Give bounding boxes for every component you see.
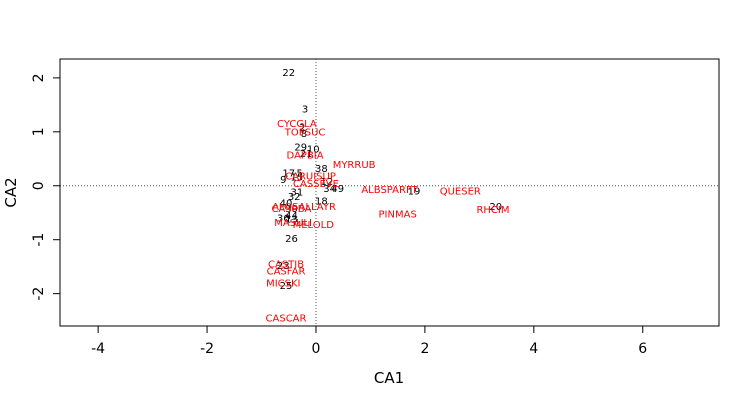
x-tick-label: -2 xyxy=(200,341,214,357)
site-label: 30 xyxy=(285,204,298,215)
site-label: 12 xyxy=(321,177,334,188)
species-label: CASCAR xyxy=(266,313,307,324)
site-label: 22 xyxy=(282,68,295,79)
species-label: PINMAS xyxy=(379,209,417,220)
site-label: 21 xyxy=(300,149,313,160)
site-label: 31 xyxy=(291,188,304,199)
site-label: 17 xyxy=(282,168,295,179)
site-label: 10 xyxy=(307,145,320,156)
site-label: 13 xyxy=(285,215,298,226)
site-label: 18 xyxy=(315,196,328,207)
site-label: 8 xyxy=(301,129,307,140)
site-label: 2 xyxy=(299,123,305,134)
species-label: QUESER xyxy=(440,187,481,198)
species-label: TOPSUC xyxy=(284,127,326,138)
y-tick-label: -1 xyxy=(31,233,47,247)
site-label: 23 xyxy=(277,261,290,272)
x-tick-label: 0 xyxy=(312,341,321,357)
site-label: 29 xyxy=(294,142,307,153)
site-label: 32 xyxy=(288,192,301,203)
site-label: 49 xyxy=(331,184,344,195)
site-label: 9 xyxy=(280,175,286,186)
site-label: 40 xyxy=(280,199,293,210)
species-label: CASSEVE xyxy=(293,179,339,190)
species-label: MELOLD xyxy=(293,220,335,231)
species-label: DAPBIA xyxy=(287,151,324,162)
species-label: CASPBA xyxy=(272,204,312,215)
x-axis-title: CA1 xyxy=(374,369,404,387)
site-label: 5 xyxy=(296,168,302,179)
reference-lines xyxy=(60,59,719,326)
site-label: 19 xyxy=(408,187,421,198)
site-label: 20 xyxy=(489,202,502,213)
y-axis: -2 -1 0 1 2 xyxy=(31,73,61,301)
y-axis-title: CA2 xyxy=(2,177,20,207)
y-tick-label: 1 xyxy=(31,127,47,136)
site-label: 15 xyxy=(291,173,304,184)
species-label: MICSKI xyxy=(266,278,300,289)
x-tick-label: 2 xyxy=(420,341,429,357)
species-label: MASULI xyxy=(274,218,312,229)
x-axis: -4 -2 0 2 4 6 xyxy=(91,325,647,357)
species-label: MYRRUB xyxy=(333,160,376,171)
species-label: CASFAR xyxy=(267,266,306,277)
site-label: 3 xyxy=(302,105,308,116)
y-tick-label: 0 xyxy=(31,181,47,190)
species-label: ALOSALLAYR xyxy=(272,202,336,213)
site-label: 34 xyxy=(323,184,336,195)
y-tick-label: -2 xyxy=(31,287,47,301)
species-label: ALBSPARFT xyxy=(361,185,418,196)
species-label: CYCGLA xyxy=(277,119,317,130)
x-tick-label: 4 xyxy=(529,341,538,357)
site-label: 44 xyxy=(285,211,298,222)
species-label: CASTIB xyxy=(268,259,304,270)
species-label: RHCIM xyxy=(476,205,509,216)
species-label: CARUISUP xyxy=(285,172,336,183)
x-tick-label: 6 xyxy=(638,341,647,357)
site-label: 36 xyxy=(277,214,290,225)
site-label: 26 xyxy=(285,234,298,245)
y-tick-label: 2 xyxy=(31,73,47,82)
site-label: 25 xyxy=(280,281,293,292)
x-tick-label: -4 xyxy=(91,341,105,357)
site-label: 38 xyxy=(315,164,328,175)
